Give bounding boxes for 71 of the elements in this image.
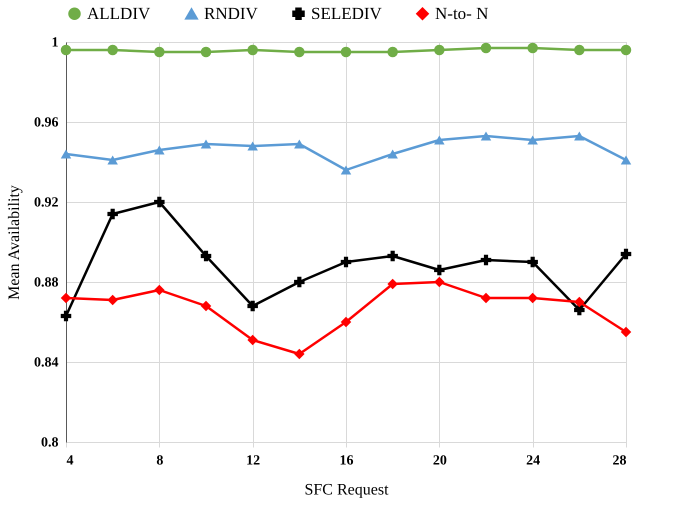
point bbox=[387, 250, 398, 262]
x-tick-label: 28 bbox=[612, 454, 626, 468]
y-tick-label: 0.96 bbox=[34, 116, 58, 130]
point bbox=[387, 278, 398, 290]
point bbox=[340, 46, 352, 58]
point bbox=[294, 139, 305, 149]
point bbox=[434, 276, 445, 288]
y-tick-label: 1 bbox=[52, 36, 58, 50]
y-axis-title: Mean Availability bbox=[6, 185, 23, 300]
point bbox=[107, 294, 118, 306]
legend-label: ALLDIV bbox=[87, 4, 151, 23]
point bbox=[527, 292, 538, 304]
y-tick-label: 0.92 bbox=[34, 196, 58, 210]
point bbox=[574, 296, 585, 308]
point bbox=[60, 44, 72, 56]
point bbox=[480, 292, 492, 304]
y-tick-label: 0.88 bbox=[34, 276, 58, 290]
x-tick-label: 24 bbox=[526, 454, 540, 468]
point bbox=[200, 250, 212, 262]
point bbox=[574, 131, 585, 141]
point bbox=[340, 256, 352, 268]
point bbox=[527, 42, 538, 54]
point bbox=[60, 310, 72, 322]
point bbox=[527, 135, 538, 145]
point bbox=[574, 44, 585, 56]
point bbox=[200, 300, 212, 312]
point bbox=[294, 276, 305, 288]
point bbox=[620, 44, 632, 56]
point bbox=[247, 141, 258, 151]
point bbox=[434, 135, 445, 145]
point bbox=[480, 42, 492, 54]
point bbox=[154, 145, 165, 155]
point bbox=[574, 304, 585, 316]
point bbox=[60, 149, 72, 159]
point bbox=[340, 165, 352, 175]
point bbox=[527, 256, 538, 268]
point bbox=[340, 316, 352, 328]
point bbox=[620, 248, 632, 260]
point bbox=[247, 44, 258, 56]
x-tick-label: 12 bbox=[246, 454, 260, 468]
legend-label: RNDIV bbox=[204, 4, 259, 24]
point bbox=[434, 264, 445, 276]
point bbox=[107, 155, 118, 165]
point bbox=[620, 326, 632, 338]
point bbox=[620, 155, 632, 165]
y-tick-label: 0.8 bbox=[41, 436, 58, 450]
point bbox=[107, 44, 118, 56]
point bbox=[200, 46, 212, 58]
point bbox=[294, 348, 305, 360]
x-tick-label: 20 bbox=[432, 454, 447, 468]
point bbox=[434, 44, 445, 56]
x-axis-title: SFC Request bbox=[304, 482, 390, 498]
x-tick-label: 4 bbox=[66, 454, 74, 468]
point bbox=[247, 300, 258, 312]
point bbox=[154, 46, 165, 58]
point bbox=[387, 149, 398, 159]
point bbox=[480, 254, 492, 266]
point bbox=[247, 334, 258, 346]
legend-label: SELEDIV bbox=[311, 4, 383, 23]
point bbox=[107, 208, 118, 220]
point bbox=[387, 46, 398, 58]
point bbox=[480, 131, 492, 141]
point bbox=[60, 292, 72, 304]
x-tick-label: 16 bbox=[340, 454, 354, 468]
point bbox=[200, 139, 212, 149]
legend-label: N-to- N bbox=[435, 4, 488, 23]
point bbox=[294, 46, 305, 58]
y-tick-label: 0.84 bbox=[34, 356, 58, 370]
point bbox=[154, 284, 165, 296]
x-tick-label: 8 bbox=[156, 454, 164, 468]
point bbox=[154, 196, 165, 208]
